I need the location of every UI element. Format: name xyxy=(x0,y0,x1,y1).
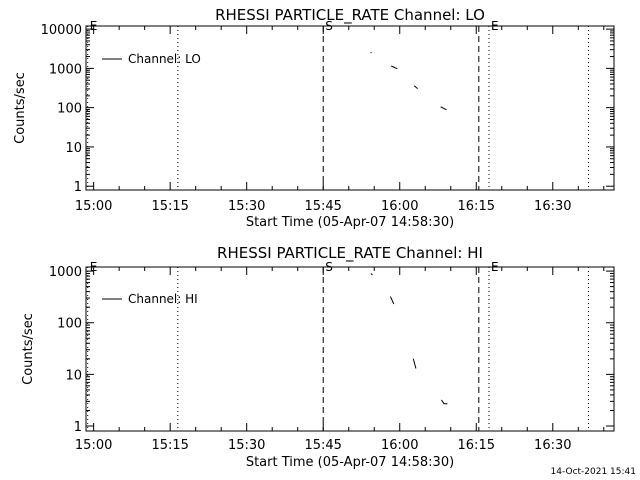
panel-2-data-segment-4 xyxy=(440,399,448,405)
panel-1-x-tick-label: 16:15 xyxy=(458,199,495,214)
panel-1-data-segment-3 xyxy=(413,85,418,89)
panel-1-legend-label: Channel: LO xyxy=(128,52,201,66)
panel-1-x-tick-label: 15:00 xyxy=(75,199,112,214)
footer-timestamp: 14-Oct-2021 15:41 xyxy=(551,467,636,477)
panel-1-x-axis-label: Start Time (05-Apr-07 14:58:30) xyxy=(246,215,454,230)
panel-2-y-tick-label: 10 xyxy=(65,368,82,383)
panel-2-chart-title: RHESSI PARTICLE_RATE Channel: HI xyxy=(217,244,483,263)
panel-2-x-tick-label: 15:45 xyxy=(304,438,341,453)
panel-2-x-tick-label: 15:00 xyxy=(75,438,112,453)
panel-2-x-tick-label: 16:00 xyxy=(381,438,418,453)
panel-2-data-segment-2 xyxy=(389,296,395,305)
panel-1-x-tick-label: 16:30 xyxy=(534,199,571,214)
panel-1-y-tick-label: 10000 xyxy=(41,23,82,38)
panel-2-y-tick-label: 1 xyxy=(74,420,82,435)
panel-1-plot-frame xyxy=(85,25,615,191)
panel-1-data-segment-4 xyxy=(440,106,447,111)
panel-1-y-tick-label: 1 xyxy=(74,180,82,195)
panel-1-y-tick-label: 10 xyxy=(65,141,82,156)
panel-1-x-tick-label: 15:45 xyxy=(304,199,341,214)
panel-2-marker-label-3: S xyxy=(325,260,333,274)
panel-2-y-tick-label: 1000 xyxy=(49,265,82,280)
panel-1-chart-title: RHESSI PARTICLE_RATE Channel: LO xyxy=(215,6,485,25)
panel-1-y-tick-label: 1000 xyxy=(49,62,82,77)
panel-1-x-tick-label: 15:30 xyxy=(228,199,265,214)
panel-2-plot-frame xyxy=(85,266,615,432)
panel-2-x-tick-label: 15:30 xyxy=(228,438,265,453)
panel-2-data-segment-1 xyxy=(370,273,373,276)
panel-1-data-segment-2 xyxy=(390,65,398,70)
panel-2-x-axis-label: Start Time (05-Apr-07 14:58:30) xyxy=(246,455,454,470)
panel-1-marker-label-3: S xyxy=(325,19,333,33)
panel-2-x-tick-label: 16:15 xyxy=(458,438,495,453)
panel-2-y-axis-label: Counts/sec xyxy=(21,313,36,385)
panel-2-data-segment-3 xyxy=(412,358,417,369)
panel-1-marker-label-1: E xyxy=(90,19,98,33)
panel-1-data-segment-1 xyxy=(370,51,372,54)
panel-2-marker-label-1: E xyxy=(90,260,98,274)
panel-2-y-tick-label: 100 xyxy=(57,317,82,332)
panel-2-legend-label: Channel: HI xyxy=(128,292,198,306)
panel-2-x-tick-label: 15:15 xyxy=(151,438,188,453)
panel-1-y-tick-label: 100 xyxy=(57,102,82,117)
panel-1-x-tick-label: 15:15 xyxy=(151,199,188,214)
panel-2-x-tick-label: 16:30 xyxy=(534,438,571,453)
panel-1-y-axis-label: Counts/sec xyxy=(13,72,28,144)
panel-1-x-tick-label: 16:00 xyxy=(381,199,418,214)
panel-2-marker-label-5: E xyxy=(491,260,499,274)
panel-1-marker-label-5: E xyxy=(491,19,499,33)
